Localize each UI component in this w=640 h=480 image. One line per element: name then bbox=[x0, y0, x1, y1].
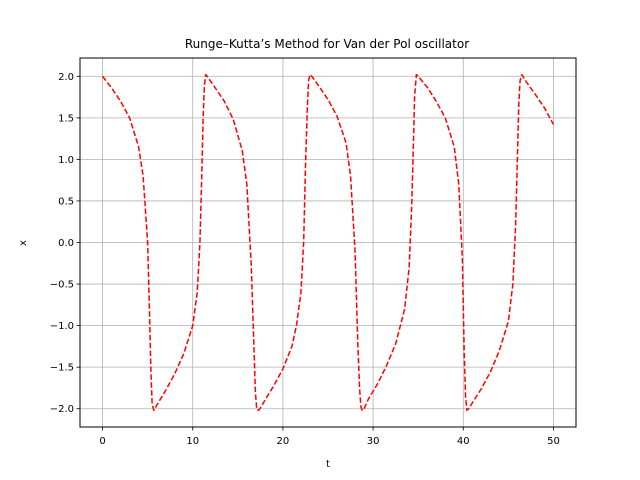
series-line-0 bbox=[101, 73, 555, 412]
y-axis-label: x bbox=[18, 240, 29, 246]
y-tick-label: 2.0 bbox=[58, 72, 74, 83]
x-axis-label: t bbox=[326, 459, 330, 470]
y-tick-label: −1.5 bbox=[50, 363, 74, 374]
y-tick-label: −1.0 bbox=[50, 321, 74, 332]
y-tick-label: 1.0 bbox=[58, 155, 74, 166]
y-tick-label: −0.5 bbox=[50, 280, 74, 291]
series-group bbox=[101, 73, 555, 412]
y-tick-label: 0.0 bbox=[58, 238, 74, 249]
chart-title: Runge–Kutta’s Method for Van der Pol osc… bbox=[185, 37, 469, 51]
x-tick-label: 20 bbox=[277, 436, 290, 447]
x-tick-label: 0 bbox=[99, 436, 105, 447]
y-tick-label: 1.5 bbox=[58, 113, 74, 124]
x-tick-label: 30 bbox=[367, 436, 380, 447]
grid bbox=[80, 58, 576, 427]
x-tick-label: 40 bbox=[457, 436, 470, 447]
x-tick-label: 50 bbox=[547, 436, 560, 447]
ticks: 0 10 20 30 40 50 −2.0 −1.5 −1.0 −0.5 0.0 0.5 1.0 1.5 2… bbox=[50, 72, 560, 447]
x-tick-label: 10 bbox=[186, 436, 199, 447]
y-tick-label: −2.0 bbox=[50, 404, 74, 415]
y-tick-label: 0.5 bbox=[58, 196, 74, 207]
